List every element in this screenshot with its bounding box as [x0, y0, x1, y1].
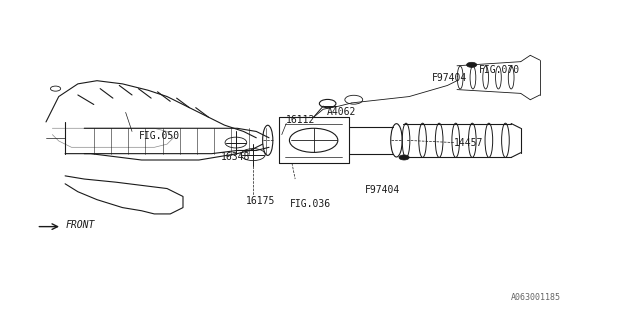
- Text: A4062: A4062: [326, 108, 356, 117]
- Text: FIG.036: FIG.036: [289, 199, 330, 209]
- Text: 16175: 16175: [246, 196, 275, 206]
- Text: F97404: F97404: [431, 73, 467, 83]
- Text: 16112: 16112: [286, 115, 316, 125]
- Text: FRONT: FRONT: [65, 220, 95, 230]
- Text: F97404: F97404: [365, 185, 400, 195]
- Text: FIG.050: FIG.050: [138, 131, 179, 141]
- Circle shape: [467, 62, 477, 68]
- Text: 14457: 14457: [454, 138, 483, 148]
- Circle shape: [399, 155, 409, 160]
- Text: A063001185: A063001185: [511, 293, 561, 302]
- Text: FIG.070: FIG.070: [479, 65, 520, 75]
- Text: 16348: 16348: [221, 152, 251, 162]
